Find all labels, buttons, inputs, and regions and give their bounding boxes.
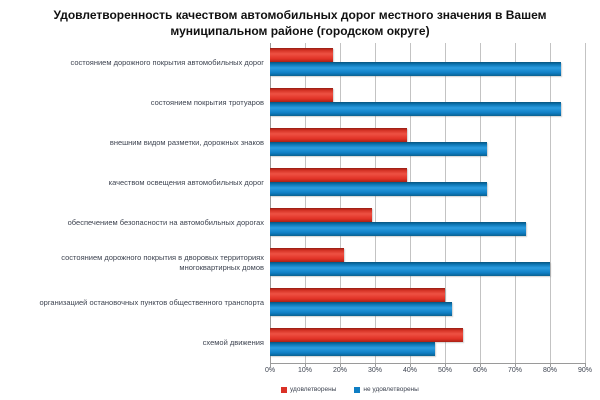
x-axis-tick-label: 50% bbox=[437, 367, 452, 374]
bar-not-satisfied bbox=[270, 302, 452, 316]
x-axis-tick-label: 90% bbox=[577, 367, 592, 374]
gridline bbox=[410, 43, 411, 363]
x-axis-tick-label: 40% bbox=[402, 367, 417, 374]
bar-not-satisfied bbox=[270, 222, 526, 236]
bar-not-satisfied bbox=[270, 62, 561, 76]
legend-marker-icon bbox=[354, 386, 361, 393]
bar-satisfied bbox=[270, 48, 333, 62]
axis-tickmark bbox=[410, 363, 411, 367]
axis-tickmark bbox=[305, 363, 306, 367]
category-label: качеством освещения автомобильных дорог bbox=[108, 177, 264, 187]
plot-area bbox=[270, 43, 586, 367]
gridline bbox=[270, 43, 271, 363]
legend-label: удовлетворены bbox=[290, 386, 337, 393]
bar-not-satisfied bbox=[270, 142, 487, 156]
gridline bbox=[515, 43, 516, 363]
bar-satisfied bbox=[270, 288, 445, 302]
x-axis-tick-label: 20% bbox=[332, 367, 347, 374]
bar-not-satisfied bbox=[270, 182, 487, 196]
gridline bbox=[375, 43, 376, 363]
gridline bbox=[340, 43, 341, 363]
bar-satisfied bbox=[270, 208, 372, 222]
bar-row bbox=[270, 83, 585, 123]
chart-title: Удовлетворенность качеством автомобильны… bbox=[53, 8, 547, 38]
axis-tickmark bbox=[585, 363, 586, 367]
bar-row bbox=[270, 43, 585, 83]
axis-tickmark bbox=[445, 363, 446, 367]
category-label: состоянием дорожного покрытия в дворовых… bbox=[61, 252, 264, 272]
category-label: состоянием дорожного покрытия автомобиль… bbox=[70, 57, 265, 67]
axis-tickmark bbox=[270, 363, 271, 367]
category-label: организацией остановочных пунктов общест… bbox=[39, 297, 265, 307]
gridline bbox=[445, 43, 446, 363]
legend: удовлетворены не удовлетворены bbox=[281, 386, 419, 393]
legend-marker-icon bbox=[281, 386, 287, 393]
bar-not-satisfied bbox=[270, 262, 550, 276]
bar-satisfied bbox=[270, 88, 333, 102]
bar-satisfied bbox=[270, 248, 344, 262]
axis-tickmark bbox=[515, 363, 516, 367]
bar-row bbox=[270, 163, 585, 203]
x-axis-tick-label: 10% bbox=[297, 367, 312, 374]
gridline bbox=[585, 43, 586, 363]
bar-satisfied bbox=[270, 328, 463, 342]
legend-item: не удовлетворены bbox=[354, 386, 419, 393]
category-label: состоянием покрытия тротуаров bbox=[150, 97, 264, 107]
bar-satisfied bbox=[270, 168, 407, 182]
axis-tickmark bbox=[550, 363, 551, 367]
bar-satisfied bbox=[270, 128, 407, 142]
legend-label: не удовлетворены bbox=[363, 386, 419, 393]
bar-row bbox=[270, 283, 585, 323]
gridline bbox=[550, 43, 551, 363]
category-label: схемой движения bbox=[202, 337, 264, 347]
x-axis-tick-label: 70% bbox=[507, 367, 522, 374]
bar-not-satisfied bbox=[270, 102, 561, 116]
bar-row bbox=[270, 123, 585, 163]
x-axis-tick-label: 60% bbox=[472, 367, 487, 374]
axis-tickmark bbox=[340, 363, 341, 367]
category-label: обеспечением безопасности на автомобильн… bbox=[67, 217, 264, 227]
bar-row bbox=[270, 243, 585, 283]
axis-tickmark bbox=[480, 363, 481, 367]
gridline bbox=[480, 43, 481, 363]
x-axis-tick-label: 80% bbox=[542, 367, 557, 374]
bar-row bbox=[270, 203, 585, 243]
axis-tickmark bbox=[375, 363, 376, 367]
x-axis-tick-label: 0% bbox=[264, 367, 276, 374]
bar-not-satisfied bbox=[270, 342, 435, 356]
bar-row bbox=[270, 323, 585, 363]
gridline bbox=[305, 43, 306, 363]
category-label: внешним видом разметки, дорожных знаков bbox=[109, 137, 264, 147]
legend-item: удовлетворены bbox=[281, 386, 336, 393]
x-axis-tick-label: 30% bbox=[367, 367, 382, 374]
